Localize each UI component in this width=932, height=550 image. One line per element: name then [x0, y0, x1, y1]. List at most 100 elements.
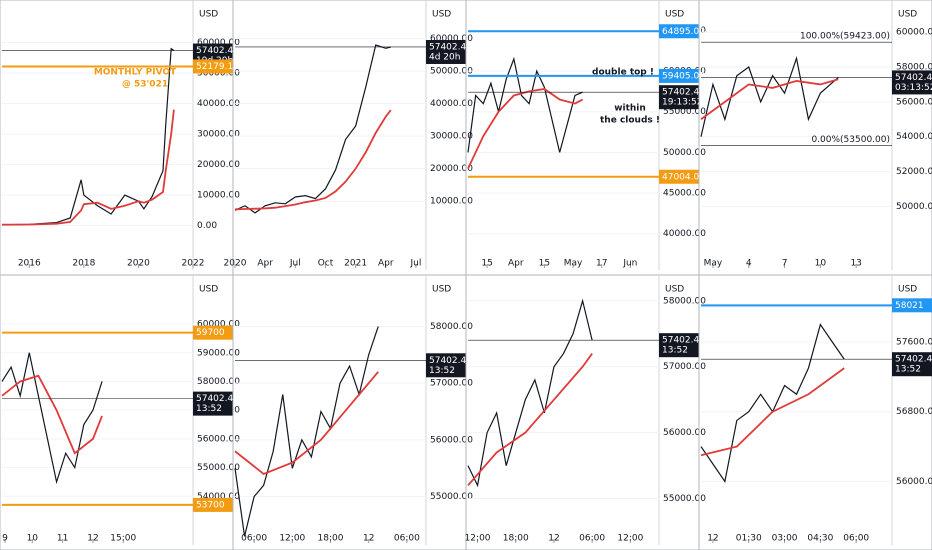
price-tag — [892, 298, 932, 313]
x-tick-label: 2018 — [72, 259, 95, 269]
y-tick-label: 56000.00 — [896, 97, 932, 107]
y-tick-label: 30000.00 — [430, 132, 473, 142]
x-tick-label: 15 — [539, 259, 550, 269]
y-tick-label: 58000.00 — [197, 377, 240, 387]
y-tick-label: 60000.00 — [896, 28, 932, 38]
x-tick-label: 2020 — [127, 259, 150, 269]
x-tick-label: 06:00 — [579, 534, 605, 544]
price-tag-sublabel: 13:52 — [429, 366, 455, 376]
price-tag-label: 57402.46 — [895, 73, 932, 83]
y-tick-label: 40000.00 — [430, 99, 473, 109]
x-tick-label: 13 — [850, 259, 861, 269]
price-tag — [426, 39, 466, 64]
y-tick-label: 54000.00 — [896, 132, 932, 142]
y-tick-label: 55000.00 — [430, 492, 473, 502]
price-tag-label: 59405.00 — [662, 71, 705, 81]
y-tick-label: 20000.00 — [430, 164, 473, 174]
panel-border — [465, 274, 700, 550]
y-tick-label: 57000.00 — [430, 379, 473, 389]
axis-unit: USD — [665, 10, 684, 20]
x-tick-label: 03:00 — [772, 534, 798, 544]
price-tag — [193, 391, 233, 416]
axis-unit: USD — [199, 10, 218, 20]
price-line — [700, 367, 845, 457]
x-tick-label: 01:30 — [736, 534, 762, 544]
price-line — [234, 371, 379, 475]
price-tag-sublabel: 03:13:52 — [895, 83, 932, 93]
price-tag — [426, 353, 466, 378]
x-tick-label: 12:00 — [279, 534, 305, 544]
x-tick-label: Jul — [289, 259, 301, 269]
x-tick-label: 15:00 — [110, 534, 136, 544]
price-line — [467, 88, 584, 170]
y-tick-label: 56000.00 — [197, 434, 240, 444]
price-tag-label: 57402.46 — [662, 88, 705, 98]
y-tick-label: 56800.00 — [896, 407, 932, 417]
price-line — [700, 323, 845, 483]
price-tag-label: 57402.46 — [662, 336, 705, 346]
x-tick-label: 12:00 — [465, 534, 491, 544]
x-tick-label: 2022 — [182, 259, 205, 269]
y-tick-label: 55000.00 — [663, 107, 706, 117]
axis-unit: USD — [665, 285, 684, 295]
price-tag-label: 57402.46 — [429, 356, 472, 366]
x-tick-label: Apr — [378, 259, 394, 269]
annotation: @ 53'021 — [122, 80, 168, 90]
price-line — [467, 353, 593, 487]
x-tick-label: 7 — [782, 259, 788, 269]
x-tick-label: 12 — [363, 534, 374, 544]
annotation: within — [614, 104, 646, 114]
x-tick-label: 2016 — [18, 259, 41, 269]
y-tick-label: 52000.00 — [896, 167, 932, 177]
y-tick-label: 59000.00 — [197, 348, 240, 358]
x-tick-label: 18:00 — [503, 534, 529, 544]
y-tick-label: 20000.00 — [197, 160, 240, 170]
price-tag-sublabel: 13:52 — [662, 346, 688, 356]
y-tick-label: 56000.00 — [896, 477, 932, 487]
x-tick-label: 9 — [2, 534, 8, 544]
x-tick-label: 12 — [707, 534, 718, 544]
y-tick-label: 55000.00 — [197, 463, 240, 473]
price-tag — [659, 24, 699, 39]
price-tag — [892, 352, 932, 377]
y-tick-label: 58000.00 — [430, 322, 473, 332]
y-tick-label: 57000.00 — [663, 362, 706, 372]
price-tag-label: 57402.46 — [196, 46, 239, 56]
y-tick-label: 58000.00 — [663, 296, 706, 306]
panel-border — [232, 274, 467, 550]
x-tick-label: 11 — [57, 534, 68, 544]
x-tick-label: Oct — [318, 259, 334, 269]
y-tick-label: 56000.00 — [663, 428, 706, 438]
price-tag-label: 53700 — [196, 500, 225, 510]
x-tick-label: Jun — [622, 259, 637, 269]
panel-border — [698, 274, 932, 550]
x-tick-label: 4 — [746, 259, 752, 269]
x-tick-label: 18:00 — [318, 534, 344, 544]
axis-unit: USD — [432, 285, 451, 295]
x-tick-label: 10 — [27, 534, 39, 544]
y-tick-label: 50000.00 — [896, 202, 932, 212]
price-tag-sublabel: 13:52 — [895, 365, 921, 375]
x-tick-label: 06:00 — [394, 534, 420, 544]
price-line — [1, 47, 175, 226]
x-tick-label: May — [564, 259, 583, 269]
level-label: 0.00%(53500.00) — [811, 135, 890, 145]
x-tick-label: 2020 — [224, 259, 247, 269]
x-tick-label: Jul — [410, 259, 422, 269]
price-line — [700, 78, 839, 121]
price-tag — [892, 70, 932, 95]
price-tag — [659, 169, 699, 184]
y-tick-label: 60000.00 — [197, 38, 240, 48]
price-tag-label: 57402.46 — [895, 355, 932, 365]
x-tick-label: 10 — [815, 259, 827, 269]
y-tick-label: 0.00 — [197, 221, 217, 231]
annotation: double top ! — [592, 68, 654, 78]
price-tag-label: 52179.15 — [196, 62, 239, 72]
x-tick-label: 12 — [87, 534, 98, 544]
y-tick-label: 50000.00 — [197, 69, 240, 79]
y-tick-label: 40000.00 — [197, 99, 240, 109]
price-line — [234, 44, 391, 214]
level-label: 100.00%(59423.00) — [800, 32, 890, 42]
y-tick-label: 60000.00 — [430, 34, 473, 44]
